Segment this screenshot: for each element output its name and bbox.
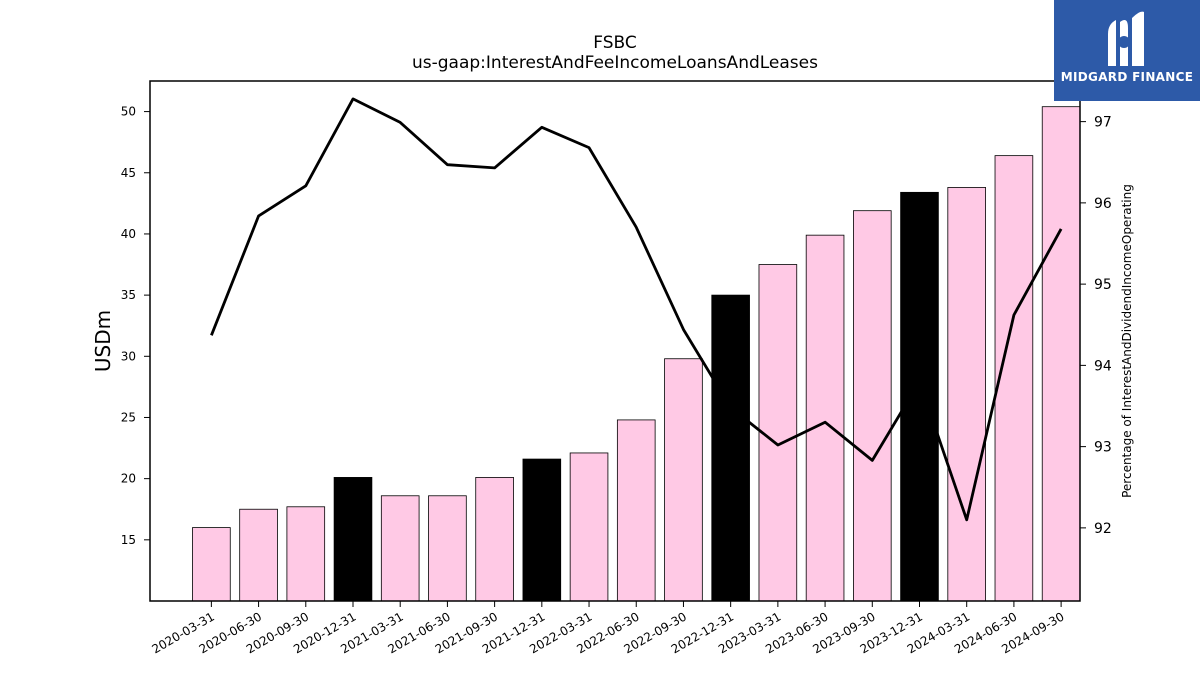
bar-2021-03-31: [380, 495, 420, 602]
y2-tick-label: 93: [1094, 440, 1112, 456]
bar-2023-09-30: [853, 210, 892, 602]
bar-2020-03-31: [192, 527, 231, 602]
bar-2022-03-31: [569, 452, 609, 602]
y-tick-label: 40: [121, 227, 136, 241]
y-axis-left: 15 20 25 30 35 40 45 50: [121, 105, 150, 547]
chart-subtitle: us-gaap:InterestAndFeeIncomeLoansAndLeas…: [412, 53, 818, 73]
bar-2022-06-30: [616, 419, 656, 602]
logo-mark-icon: [1108, 11, 1144, 67]
x-axis: 2020-03-312020-06-302020-09-302020-12-31…: [149, 601, 1067, 656]
bar-2020-09-30: [286, 506, 326, 602]
y-axis-label: USDm: [91, 310, 115, 372]
y-tick-label: 30: [121, 349, 136, 363]
bar-2024-06-30: [994, 155, 1034, 602]
y-tick-label: 20: [121, 472, 136, 486]
y-axis-right: 92 93 94 95 96 97: [1080, 115, 1112, 537]
bar-2020-12-31: [333, 477, 373, 602]
bar-series: [192, 106, 1081, 602]
bar-2024-03-31: [947, 187, 986, 602]
bar-2021-09-30: [475, 477, 514, 602]
chart-title: FSBC: [593, 33, 637, 53]
y-tick-label: 35: [121, 288, 136, 302]
y2-tick-label: 94: [1094, 358, 1112, 374]
bar-2021-12-31: [522, 458, 562, 602]
bar-2023-06-30: [805, 234, 845, 602]
bar-2020-06-30: [239, 508, 278, 602]
y2-axis-label: Percentage of InterestAndDividendIncomeO…: [1120, 184, 1134, 498]
bar-2023-03-31: [758, 264, 798, 602]
bar-2021-06-30: [428, 495, 467, 602]
y-tick-label: 25: [121, 410, 136, 424]
line-series: [210, 97, 1063, 522]
bar-2022-12-31: [711, 294, 750, 602]
bar-2022-09-30: [664, 358, 703, 602]
y-tick-label: 50: [121, 105, 136, 119]
y2-tick-label: 96: [1094, 196, 1112, 212]
midgard-finance-logo: MIDGARD FINANCE: [1054, 0, 1200, 101]
percentage-line: [210, 97, 1063, 522]
bar-2023-12-31: [900, 191, 939, 602]
y2-tick-label: 92: [1094, 521, 1112, 537]
plot-frame: [149, 80, 1081, 602]
y2-tick-label: 97: [1094, 115, 1112, 131]
bar-2024-09-30: [1041, 106, 1081, 602]
y-tick-label: 15: [121, 533, 136, 547]
y-tick-label: 45: [121, 166, 136, 180]
y2-tick-label: 95: [1094, 277, 1112, 293]
logo-text: MIDGARD FINANCE: [1060, 70, 1194, 84]
